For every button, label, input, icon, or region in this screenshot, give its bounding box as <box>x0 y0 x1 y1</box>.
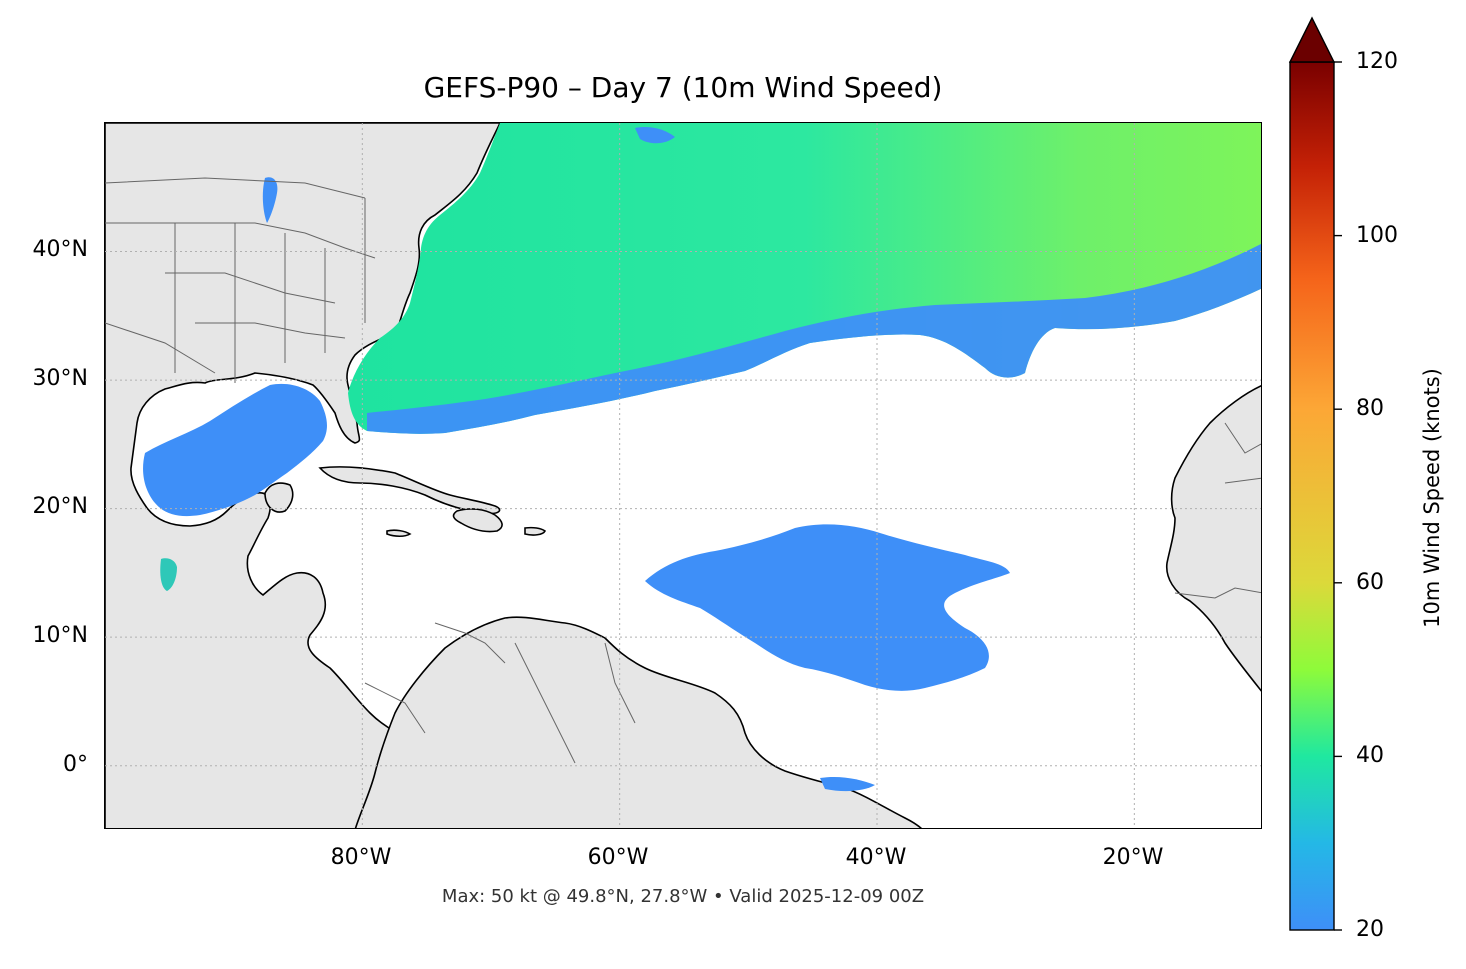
lat-tick-label: 40°N <box>32 237 88 262</box>
colorbar-tick-label: 120 <box>1356 49 1398 74</box>
colorbar-gradient <box>1289 61 1335 931</box>
colorbar <box>1288 16 1342 931</box>
lat-tick-label: 0° <box>63 752 88 777</box>
colorbar-extend-arrow <box>1288 16 1336 63</box>
colorbar-tick-label: 40 <box>1356 743 1384 768</box>
lat-tick-label: 20°N <box>32 494 88 519</box>
colorbar-tick-label: 80 <box>1356 396 1384 421</box>
puerto-rico-land <box>524 526 547 536</box>
wind-field-north-atlantic-edge <box>367 244 1261 434</box>
land-layer <box>105 123 1261 828</box>
wind-field-tropical-atlantic <box>645 524 1010 691</box>
jamaica-land <box>386 529 412 538</box>
colorbar-ticks <box>1334 61 1342 931</box>
map-plot-area[interactable] <box>104 122 1262 829</box>
lon-tick-label: 80°W <box>330 845 392 870</box>
colorbar-tick-label: 100 <box>1356 223 1398 248</box>
wind-field-gulf-of-mexico <box>143 383 327 517</box>
lon-tick-label: 20°W <box>1102 845 1164 870</box>
wind-field-north-atlantic <box>348 123 1261 434</box>
map-title: GEFS-P90 – Day 7 (10m Wind Speed) <box>423 71 943 104</box>
lon-tick-label: 40°W <box>845 845 907 870</box>
wind-spot-pacific <box>160 558 177 591</box>
wind-spot-newfoundland <box>635 127 675 144</box>
hispaniola-land <box>452 508 503 533</box>
graticule <box>105 123 1261 828</box>
country-borders <box>105 177 1261 764</box>
wind-spot-south-america-coast <box>820 776 875 792</box>
lon-tick-label: 60°W <box>587 845 649 870</box>
colorbar-label: 10m Wind Speed (knots) <box>1420 368 1444 628</box>
lat-tick-label: 10°N <box>32 623 88 648</box>
yucatan-fill <box>264 482 294 513</box>
colorbar-tick-label: 20 <box>1356 917 1384 942</box>
cuba-land <box>318 466 501 515</box>
africa-land <box>1165 385 1261 692</box>
lat-tick-label: 30°N <box>32 366 88 391</box>
wind-spot-great-lakes <box>262 177 278 223</box>
max-wind-footer: Max: 50 kt @ 49.8°N, 27.8°W • Valid 2025… <box>441 886 925 907</box>
colorbar-tick-label: 60 <box>1356 570 1384 595</box>
